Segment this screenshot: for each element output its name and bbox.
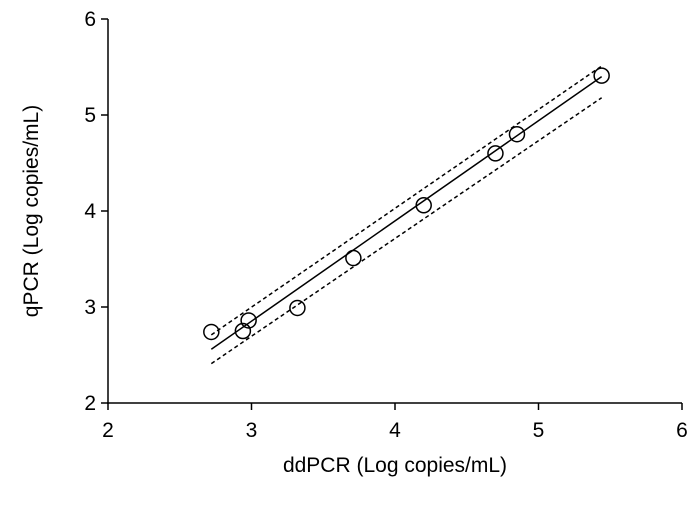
y-tick-label: 6 [84, 8, 96, 31]
regression-line [210, 75, 603, 350]
x-tick-label: 6 [676, 419, 688, 442]
y-tick-label: 3 [84, 296, 96, 319]
data-point [508, 125, 526, 143]
x-axis-label: ddPCR (Log copies/mL) [283, 454, 507, 477]
x-tick-label: 2 [102, 419, 114, 442]
confidence-band [210, 65, 603, 336]
data-point [487, 145, 504, 162]
data-point [593, 67, 610, 84]
x-tick-label: 5 [533, 419, 545, 442]
y-tick-label: 5 [84, 104, 96, 127]
x-tick-label: 3 [246, 419, 258, 442]
data-point [234, 322, 252, 340]
data-point [240, 312, 257, 329]
y-axis-label: qPCR (Log copies/mL) [20, 105, 43, 317]
confidence-band [210, 97, 603, 365]
data-point [203, 323, 220, 341]
data-point [289, 299, 306, 317]
x-tick-label: 4 [389, 419, 401, 442]
y-tick-label: 2 [84, 392, 96, 415]
y-tick-label: 4 [84, 200, 96, 223]
